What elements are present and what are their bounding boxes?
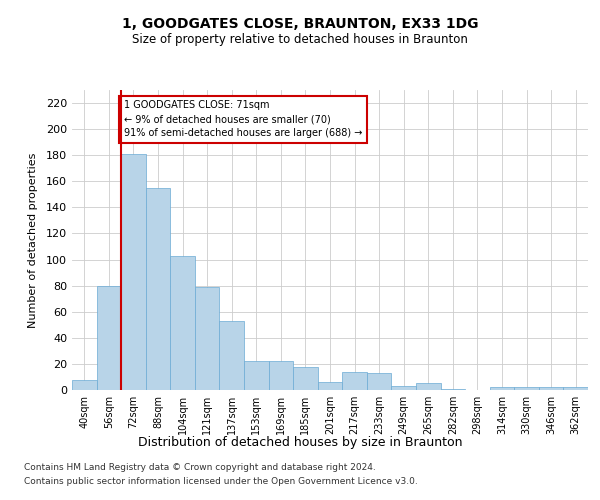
Text: Distribution of detached houses by size in Braunton: Distribution of detached houses by size … [138,436,462,449]
Text: Contains HM Land Registry data © Crown copyright and database right 2024.: Contains HM Land Registry data © Crown c… [24,464,376,472]
Bar [367,373,391,390]
Bar [97,286,121,390]
Bar [539,388,563,390]
Bar [244,362,269,390]
Bar [121,154,146,390]
Bar [440,388,465,390]
Bar [490,388,514,390]
Bar [416,384,440,390]
Bar [318,382,342,390]
Text: 1, GOODGATES CLOSE, BRAUNTON, EX33 1DG: 1, GOODGATES CLOSE, BRAUNTON, EX33 1DG [122,18,478,32]
Bar [170,256,195,390]
Bar [72,380,97,390]
Y-axis label: Number of detached properties: Number of detached properties [28,152,38,328]
Bar [220,321,244,390]
Bar [514,388,539,390]
Bar [342,372,367,390]
Bar [391,386,416,390]
Text: Contains public sector information licensed under the Open Government Licence v3: Contains public sector information licen… [24,477,418,486]
Bar [269,362,293,390]
Bar [563,388,588,390]
Bar [146,188,170,390]
Text: Size of property relative to detached houses in Braunton: Size of property relative to detached ho… [132,32,468,46]
Bar [293,366,318,390]
Bar [195,287,220,390]
Text: 1 GOODGATES CLOSE: 71sqm
← 9% of detached houses are smaller (70)
91% of semi-de: 1 GOODGATES CLOSE: 71sqm ← 9% of detache… [124,100,362,138]
